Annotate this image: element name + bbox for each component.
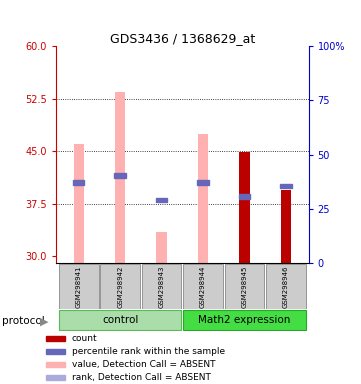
Bar <box>74 144 84 263</box>
FancyBboxPatch shape <box>59 310 182 330</box>
FancyBboxPatch shape <box>100 264 140 309</box>
Text: count: count <box>72 334 97 343</box>
Text: rank, Detection Call = ABSENT: rank, Detection Call = ABSENT <box>72 373 211 382</box>
Bar <box>46 336 65 341</box>
FancyBboxPatch shape <box>183 310 306 330</box>
Text: GSM298946: GSM298946 <box>283 265 289 308</box>
Text: GSM298945: GSM298945 <box>242 265 247 308</box>
Text: ▶: ▶ <box>40 316 48 326</box>
Bar <box>115 91 125 263</box>
Bar <box>46 375 65 380</box>
Bar <box>156 232 167 263</box>
Bar <box>46 362 65 367</box>
Text: GSM298944: GSM298944 <box>200 265 206 308</box>
Text: Math2 expression: Math2 expression <box>198 315 291 325</box>
Text: percentile rank within the sample: percentile rank within the sample <box>72 347 225 356</box>
Bar <box>156 198 167 202</box>
Text: control: control <box>102 315 138 325</box>
Text: GSM298943: GSM298943 <box>158 265 165 308</box>
Bar <box>46 349 65 354</box>
Bar <box>281 190 291 263</box>
FancyBboxPatch shape <box>225 264 264 309</box>
Bar <box>239 152 249 263</box>
Bar <box>73 180 84 185</box>
FancyBboxPatch shape <box>142 264 182 309</box>
FancyBboxPatch shape <box>59 264 99 309</box>
FancyBboxPatch shape <box>266 264 306 309</box>
Bar <box>197 180 209 185</box>
Bar <box>239 194 250 199</box>
Text: GSM298941: GSM298941 <box>76 265 82 308</box>
Text: GSM298942: GSM298942 <box>117 265 123 308</box>
Bar <box>114 174 126 178</box>
Text: value, Detection Call = ABSENT: value, Detection Call = ABSENT <box>72 360 216 369</box>
Title: GDS3436 / 1368629_at: GDS3436 / 1368629_at <box>110 32 255 45</box>
Bar <box>198 134 208 263</box>
Text: protocol: protocol <box>2 316 44 326</box>
FancyBboxPatch shape <box>183 264 223 309</box>
Bar <box>280 184 292 188</box>
